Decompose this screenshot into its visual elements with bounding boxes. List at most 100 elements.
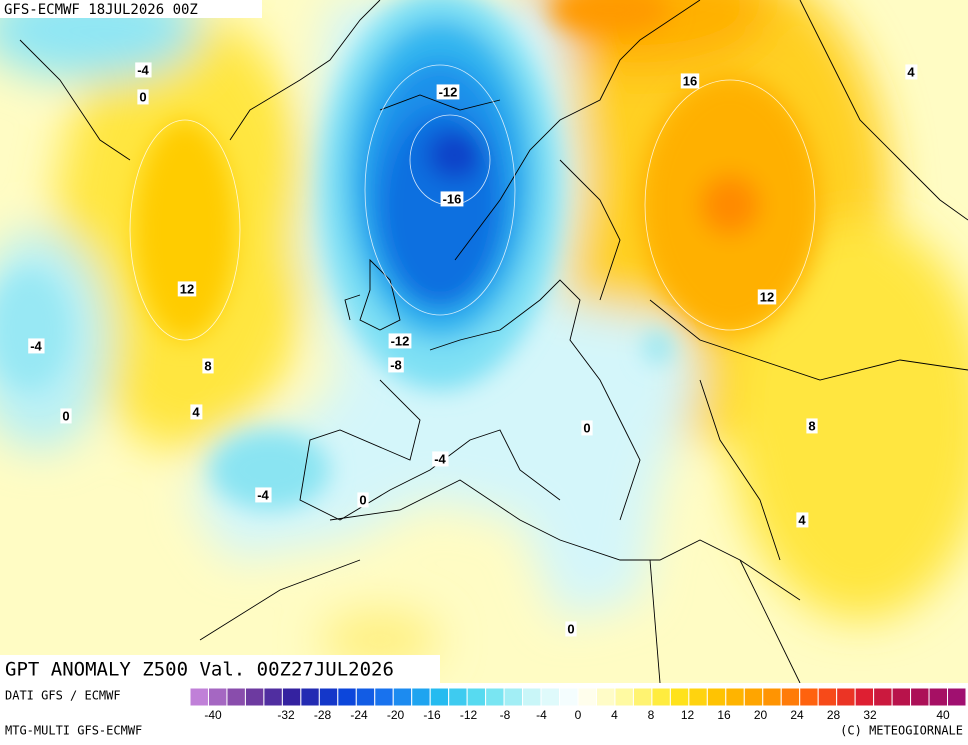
map-title: GPT ANOMALY Z500 Val. 00Z27JUL2026 (5, 659, 394, 681)
colorbar-swatch (725, 687, 745, 707)
colorbar-swatch (632, 687, 653, 707)
colorbar-tick-label: -32 (277, 708, 295, 722)
contour-label-bg (432, 451, 449, 467)
colorbar-tick-label: -40 (204, 708, 222, 722)
contour-label-bg (757, 289, 777, 305)
contour-label: -12 (439, 84, 458, 99)
colorbar-tick-label: 4 (611, 708, 618, 722)
contour-label: -4 (434, 451, 446, 466)
colorbar-swatch (448, 687, 468, 707)
colorbar-swatch (281, 687, 302, 707)
colorbar-swatch (429, 687, 450, 707)
copyright: (C) METEOGIORNALE (840, 724, 963, 738)
contour-label: -4 (30, 338, 42, 353)
contour-label-bg (440, 191, 464, 207)
colorbar-swatch (873, 687, 893, 707)
colorbar-tick-label: -12 (460, 708, 478, 722)
contour-label: -12 (391, 333, 410, 348)
colorbar-swatch (263, 687, 283, 707)
colorbar-swatch (374, 687, 394, 707)
colorbar-swatch (799, 687, 819, 707)
colorbar-swatch (337, 687, 357, 707)
colorbar-tick-label: 20 (754, 708, 768, 722)
colorbar-swatch (651, 687, 671, 707)
colorbar-swatch (817, 687, 838, 707)
header-box (0, 0, 262, 18)
colorbar-tick-label: 28 (827, 708, 841, 722)
colorbar-swatch (706, 687, 727, 707)
colorbar-swatch (559, 687, 579, 707)
colorbar-swatch (910, 687, 930, 707)
contour-label: 4 (798, 512, 806, 527)
contour-label-bg (581, 420, 593, 436)
colorbar-swatch (226, 687, 246, 707)
colorbar-tick-label: 40 (936, 708, 950, 722)
contour-label: 4 (192, 404, 200, 419)
contour-label: 16 (683, 73, 697, 88)
colorbar-swatch (503, 687, 524, 707)
contour-label-bg (135, 62, 152, 78)
colorbar-swatch (540, 687, 561, 707)
contour-label-bg (796, 512, 809, 528)
colorbar-tick-label: 8 (648, 708, 655, 722)
contour-label: 0 (567, 621, 574, 636)
colorbar-swatch (207, 687, 228, 707)
colorbar-swatch (244, 687, 265, 707)
colorbar-swatch (300, 687, 320, 707)
colorbar-tick-label: 0 (575, 708, 582, 722)
colorbar-swatch (355, 687, 376, 707)
contour-label: -16 (443, 191, 462, 206)
contour-label-bg (202, 358, 214, 374)
colorbar-tick-label: 32 (863, 708, 877, 722)
contour-label-bg (388, 357, 404, 373)
colorbar-swatch (762, 687, 782, 707)
colorbar-tick-label: -16 (423, 708, 441, 722)
contour-label: -4 (137, 62, 149, 77)
colorbar-swatch (318, 687, 339, 707)
colorbar-tick-label: -28 (314, 708, 332, 722)
contour-label-bg (137, 89, 149, 105)
anomaly-field (0, 0, 968, 683)
colorbar-tick-label: -4 (536, 708, 547, 722)
colorbar-swatch (743, 687, 764, 707)
colorbar-swatch (688, 687, 708, 707)
contour-label-bg (190, 404, 203, 420)
contour-label-bg (905, 64, 918, 80)
colorbar-tick-label: -8 (500, 708, 511, 722)
contour-label: 0 (359, 492, 366, 507)
contour-label-bg (357, 492, 369, 508)
contour-label-bg (806, 418, 818, 434)
colorbar-tick-label: -24 (350, 708, 368, 722)
colorbar-swatch (466, 687, 487, 707)
contour-label: 0 (583, 420, 590, 435)
colorbar-swatch (836, 687, 856, 707)
colorbar-swatch (614, 687, 634, 707)
contour-label: 12 (760, 289, 774, 304)
coastlines (19, 0, 968, 683)
contour-label-bg (680, 73, 700, 89)
colorbar-swatch (577, 687, 597, 707)
contour-lines (129, 64, 816, 341)
colorbar-swatch (780, 687, 801, 707)
colorbar-tick-label: 16 (717, 708, 731, 722)
contour-label: -4 (257, 487, 269, 502)
contour-label: 4 (907, 64, 915, 79)
contour-label-bg (177, 281, 197, 297)
contour-label: 8 (204, 358, 211, 373)
contour-label-bg (255, 487, 272, 503)
colorbar-swatch (485, 687, 505, 707)
contour-label-bg (388, 333, 412, 349)
contour-label-bg (28, 338, 45, 354)
colorbar: -40 -32 -28 -24 -20 -16 -12 -8 -4 0 4 8 12 16 20 24 28 32… (189, 687, 967, 722)
colorbar-swatch (669, 687, 690, 707)
colorbar-swatch (854, 687, 875, 707)
source: DATI GFS / ECMWF (5, 689, 121, 703)
colorbar-tick-label: 24 (790, 708, 804, 722)
colorbar-swatch (522, 687, 542, 707)
contour-label: 8 (808, 418, 815, 433)
colorbar-tick-label: 12 (681, 708, 695, 722)
contour-label-bg (60, 408, 72, 424)
colorbar-swatch (392, 687, 413, 707)
